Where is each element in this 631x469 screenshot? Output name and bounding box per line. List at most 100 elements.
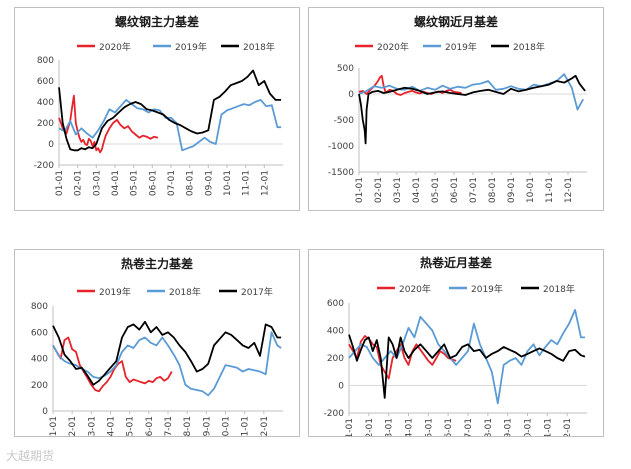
x-tick-label-4: 05-01 <box>424 418 434 436</box>
chart-hrc-near-basis: 热卷近月基差 2020年 2019年 2018年 -200 0 200 400 600 01-01… <box>324 255 587 444</box>
series-line-2 <box>348 334 586 399</box>
legend-label-2: 2018年 <box>243 41 275 53</box>
x-tick-label-0: 01-01 <box>49 416 59 436</box>
x-tick-label-1: 02-01 <box>74 170 84 196</box>
x-tick-label-7: 08-01 <box>186 170 196 196</box>
series-line-2 <box>52 320 282 386</box>
x-tick-label-7: 08-01 <box>183 416 193 436</box>
series-line-2 <box>58 69 282 152</box>
y-tick-label-4: 500 <box>337 64 354 74</box>
chart-rebar-main-basis: 螺纹钢主力基差 2020年 2019年 2018年 -200 0 200 400 600 800 0… <box>34 14 283 196</box>
x-tick-label-11: 12-01 <box>563 418 573 436</box>
series-line-1 <box>58 99 282 152</box>
y-tick-label-0: 0 <box>42 407 48 417</box>
chart-rebar-near-basis: 螺纹钢近月基差 2020年 2019年 2018年 -1500 -1000 -500 0 500… <box>328 14 587 203</box>
y-tick-label-1: 0 <box>338 382 344 392</box>
x-tick-label-7: 08-01 <box>484 418 494 436</box>
x-tick-label-0: 01-01 <box>55 170 65 196</box>
x-tick-label-8: 09-01 <box>507 177 517 203</box>
chart-title: 热卷主力基差 <box>121 256 193 271</box>
chart-title: 螺纹钢主力基差 <box>115 14 199 29</box>
legend-label-2: 2018年 <box>543 283 575 295</box>
x-tick-label-1: 02-01 <box>374 177 384 203</box>
x-tick-label-3: 04-01 <box>107 416 117 436</box>
x-tick-label-0: 01-01 <box>355 177 365 203</box>
y-tick-label-0: -200 <box>34 161 55 171</box>
legend-label-2: 2018年 <box>513 41 545 53</box>
legend-label-1: 2019年 <box>175 41 207 53</box>
series-line-1 <box>358 73 584 111</box>
x-tick-label-1: 02-01 <box>365 418 375 436</box>
x-tick-label-2: 03-01 <box>393 177 403 203</box>
x-tick-label-4: 05-01 <box>130 170 140 196</box>
legend-label-0: 2020年 <box>399 283 431 295</box>
chart-title: 螺纹钢近月基差 <box>414 14 498 29</box>
x-tick-label-10: 11-01 <box>545 177 555 203</box>
x-tick-label-10: 11-01 <box>242 170 252 196</box>
legend-label-1: 2018年 <box>169 286 201 298</box>
chart-hrc-main-basis: 热卷主力基差 2019年 2018年 2017年 0 200 400 600 800 01-01 0… <box>31 256 283 442</box>
x-tick-label-11: 12-01 <box>564 177 574 203</box>
x-tick-label-1: 02-01 <box>68 416 78 436</box>
series-line-1 <box>52 331 282 397</box>
series-line-1 <box>348 309 585 405</box>
y-tick-label-5: 800 <box>37 56 54 66</box>
series-line-0 <box>358 74 462 96</box>
x-tick-label-10: 11-01 <box>543 418 553 436</box>
y-tick-label-2: 200 <box>37 119 54 129</box>
x-tick-label-9: 10-01 <box>222 416 232 436</box>
x-tick-label-5: 06-01 <box>148 170 158 196</box>
y-tick-label-1: 0 <box>48 140 54 150</box>
x-tick-label-4: 05-01 <box>431 177 441 203</box>
x-tick-label-2: 03-01 <box>92 170 102 196</box>
y-tick-label-4: 600 <box>327 299 344 309</box>
x-tick-label-5: 06-01 <box>444 418 454 436</box>
x-tick-label-8: 09-01 <box>202 416 212 436</box>
series-line-2 <box>358 74 586 145</box>
y-tick-label-2: 200 <box>327 354 344 364</box>
legend-label-0: 2020年 <box>377 41 409 53</box>
y-tick-label-0: -1500 <box>328 168 354 178</box>
legend-label-0: 2019年 <box>99 286 131 298</box>
watermark-logo-text: 大越期货 <box>6 449 55 463</box>
x-tick-label-7: 08-01 <box>488 177 498 203</box>
x-tick-label-4: 05-01 <box>126 416 136 436</box>
x-tick-label-5: 06-01 <box>145 416 155 436</box>
y-tick-label-3: 600 <box>31 328 48 338</box>
x-tick-label-8: 09-01 <box>504 418 514 436</box>
x-tick-label-9: 10-01 <box>223 170 233 196</box>
y-tick-label-2: -500 <box>334 116 355 126</box>
y-tick-label-4: 600 <box>37 77 54 87</box>
legend-label-1: 2019年 <box>445 41 477 53</box>
x-tick-label-11: 12-01 <box>260 416 270 436</box>
y-tick-label-3: 400 <box>37 98 54 108</box>
chart-panel-hrc-near-basis: 热卷近月基差 2020年 2019年 2018年 -200 0 200 400 600 01-01… <box>308 249 604 444</box>
y-tick-label-3: 400 <box>327 327 344 337</box>
series-line-0 <box>52 336 173 393</box>
y-tick-label-1: -1000 <box>328 142 354 152</box>
y-tick-label-1: 200 <box>31 381 48 391</box>
x-tick-label-8: 09-01 <box>204 170 214 196</box>
y-tick-label-0: -200 <box>324 409 345 419</box>
series-line-0 <box>348 335 457 380</box>
legend-label-2: 2017年 <box>241 286 273 298</box>
legend-label-1: 2019年 <box>471 283 503 295</box>
x-tick-label-3: 04-01 <box>412 177 422 203</box>
x-tick-label-5: 06-01 <box>450 177 460 203</box>
y-tick-label-4: 800 <box>31 302 48 312</box>
x-tick-label-11: 12-01 <box>260 170 270 196</box>
x-tick-label-6: 07-01 <box>164 416 174 436</box>
chart-panel-rebar-near-basis: 螺纹钢近月基差 2020年 2019年 2018年 -1500 -1000 -500 0 500… <box>308 7 604 211</box>
x-tick-label-9: 10-01 <box>526 177 536 203</box>
legend-label-0: 2020年 <box>99 41 131 53</box>
x-tick-label-6: 07-01 <box>167 170 177 196</box>
x-tick-label-2: 03-01 <box>385 418 395 436</box>
x-tick-label-3: 04-01 <box>405 418 415 436</box>
y-tick-label-3: 0 <box>348 90 354 100</box>
x-tick-label-2: 03-01 <box>87 416 97 436</box>
x-tick-label-10: 11-01 <box>241 416 251 436</box>
chart-panel-hrc-main-basis: 热卷主力基差 2019年 2018年 2017年 0 200 400 600 800 01-01 0… <box>14 249 300 442</box>
x-tick-label-6: 07-01 <box>469 177 479 203</box>
y-tick-label-2: 400 <box>31 355 48 365</box>
x-tick-label-9: 10-01 <box>524 418 534 436</box>
